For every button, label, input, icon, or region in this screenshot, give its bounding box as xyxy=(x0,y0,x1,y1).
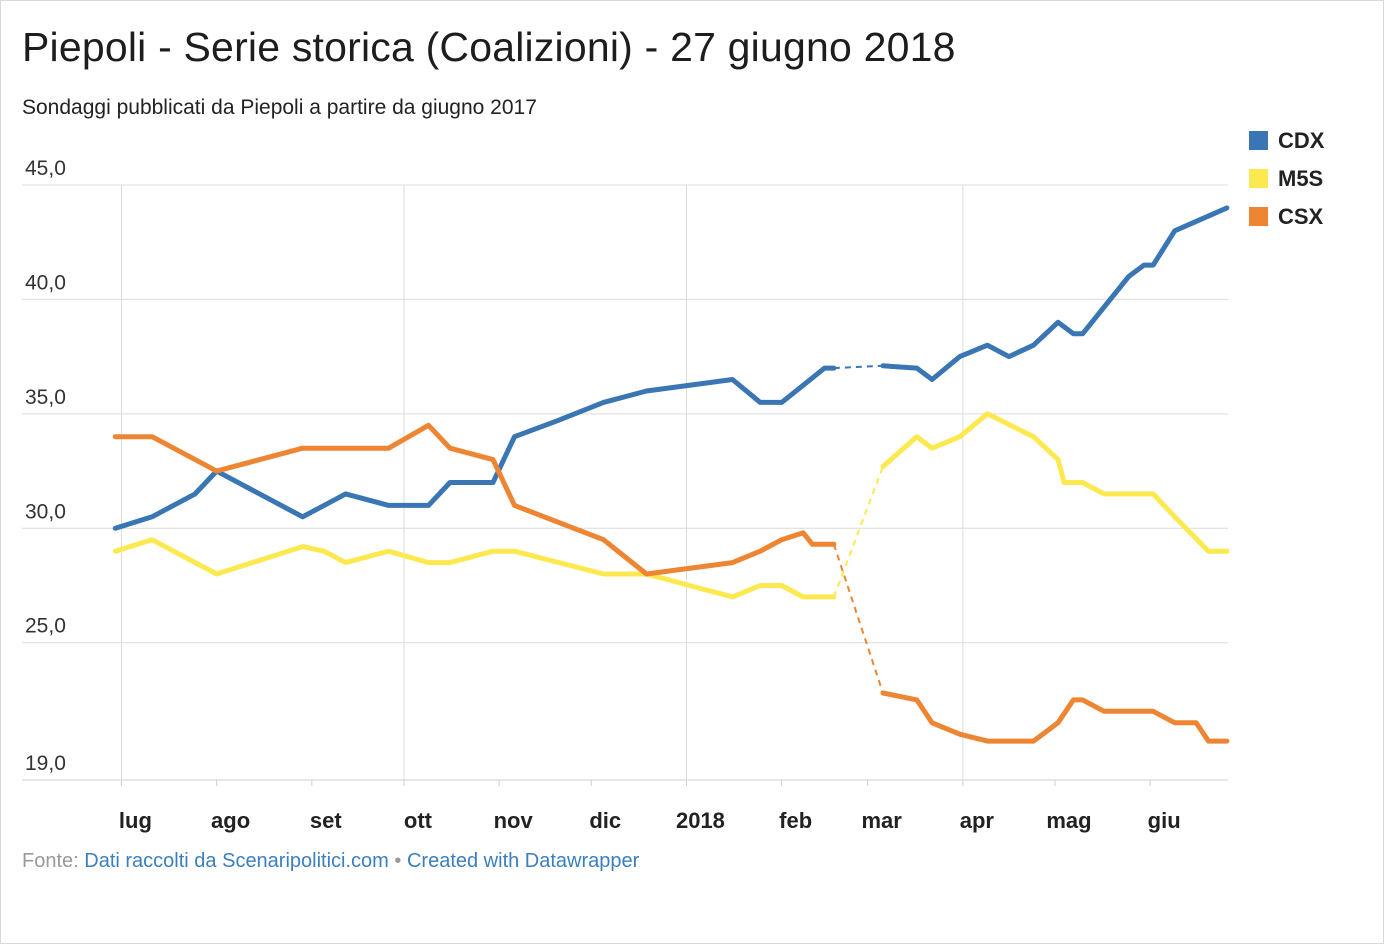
y-tick-label: 30,0 xyxy=(25,500,66,523)
source-link[interactable]: Dati raccolti da Scenaripolitici.com xyxy=(84,850,389,872)
legend-label-csx: CSX xyxy=(1278,204,1324,229)
legend-label-cdx: CDX xyxy=(1278,128,1325,153)
footer-separator: • xyxy=(394,850,402,872)
x-tick-label: mag xyxy=(1046,808,1091,833)
series-gap-cdx xyxy=(833,364,884,370)
x-axis: lug ago set ott nov dic 2018 feb mar apr mag giu xyxy=(119,780,1181,833)
legend: CDX M5S CSX xyxy=(1249,128,1325,229)
legend-swatch-m5s xyxy=(1249,169,1268,188)
series-gap-m5s xyxy=(832,466,884,598)
series-lines xyxy=(112,205,1230,744)
legend-swatch-csx xyxy=(1249,207,1268,226)
series-line-cdx-2018 xyxy=(880,205,1230,382)
footer-prefix: Fonte: xyxy=(22,850,79,872)
chart-subtitle: Sondaggi pubblicati da Piepoli a partire… xyxy=(22,96,537,119)
series-line-csx-2018 xyxy=(880,690,1230,744)
x-tick-label: nov xyxy=(494,808,534,833)
chart-title: Piepoli - Serie storica (Coalizioni) - 2… xyxy=(22,24,956,70)
y-tick-label: 19,0 xyxy=(25,752,66,775)
x-tick-label: apr xyxy=(960,808,995,833)
legend-swatch-cdx xyxy=(1249,131,1268,150)
footer: Fonte: Dati raccolti da Scenaripolitici.… xyxy=(22,850,639,873)
x-tick-label: ott xyxy=(404,808,433,833)
y-tick-label: 40,0 xyxy=(25,271,66,294)
x-tick-label: set xyxy=(310,808,342,833)
y-tick-label: 35,0 xyxy=(25,386,66,409)
x-tick-label: giu xyxy=(1148,808,1181,833)
series-line-m5s xyxy=(112,537,837,600)
x-tick-label: 2018 xyxy=(676,808,725,833)
x-tick-label: lug xyxy=(119,808,152,833)
series-line-csx xyxy=(112,422,837,577)
legend-label-m5s: M5S xyxy=(1278,166,1323,191)
y-tick-label: 25,0 xyxy=(25,615,66,638)
x-tick-label: dic xyxy=(589,808,621,833)
y-axis: 45,0 40,0 35,0 30,0 25,0 19,0 xyxy=(25,157,66,775)
series-gap-csx xyxy=(832,543,884,694)
y-tick-label: 45,0 xyxy=(25,157,66,180)
gridlines xyxy=(22,184,1228,781)
x-tick-label: ago xyxy=(211,808,250,833)
datawrapper-link[interactable]: Created with Datawrapper xyxy=(406,850,640,872)
x-tick-label: mar xyxy=(861,808,902,833)
series-line-cdx xyxy=(112,365,837,531)
x-tick-label: feb xyxy=(779,808,812,833)
series-line-m5s-2018 xyxy=(880,411,1230,554)
